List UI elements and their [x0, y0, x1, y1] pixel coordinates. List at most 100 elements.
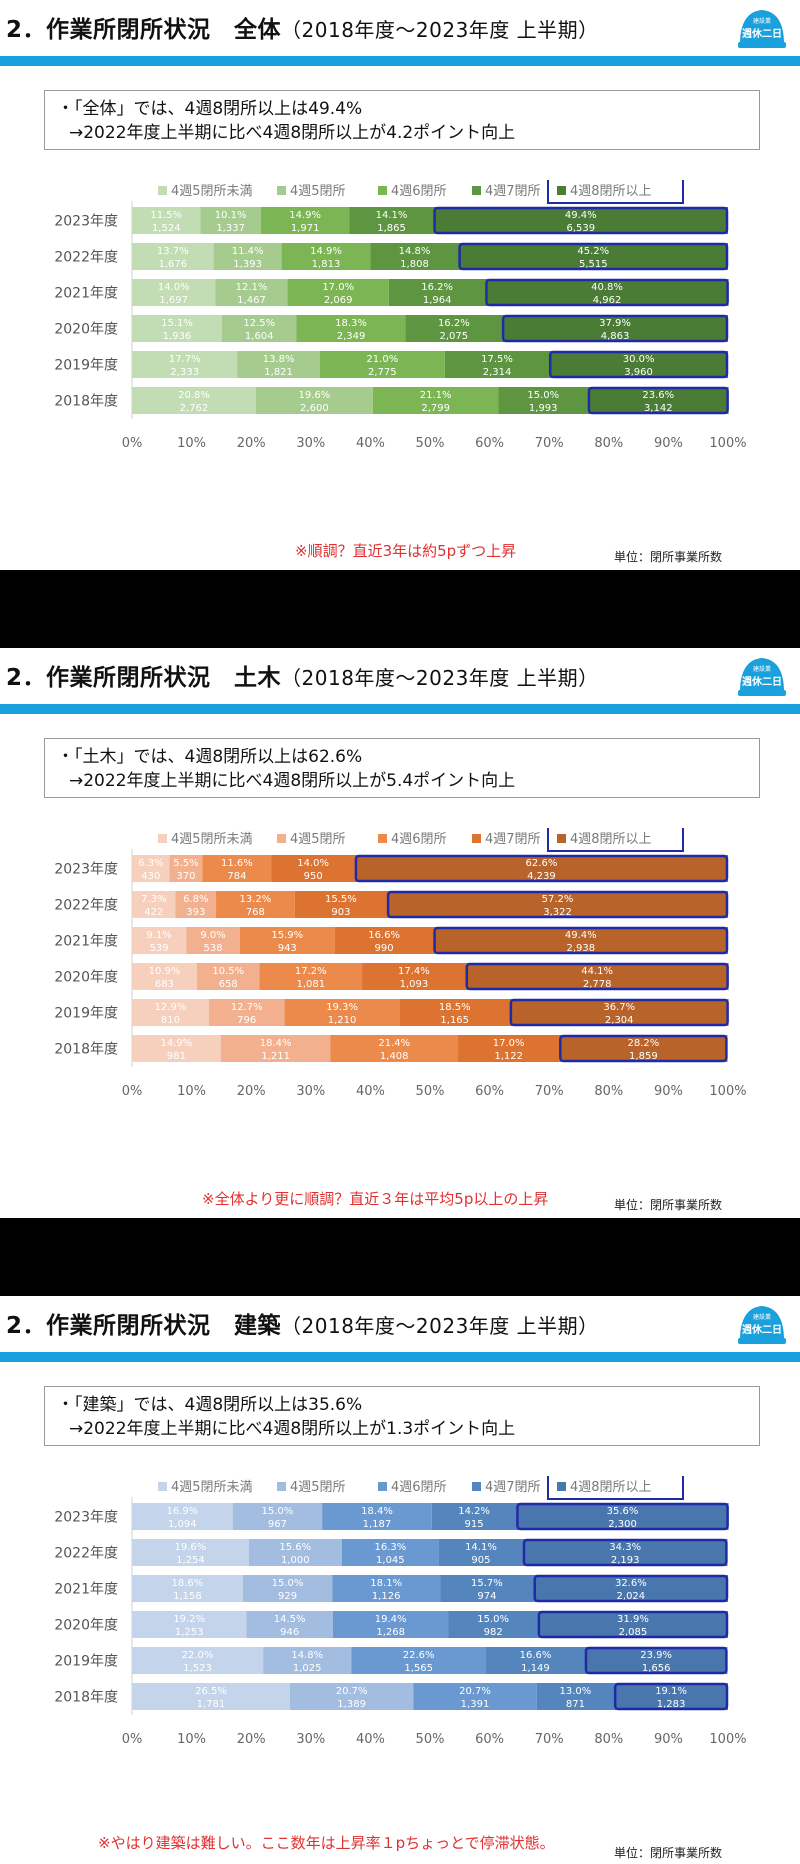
- data-label-count: 1,158: [173, 1591, 202, 1602]
- bar-segment: [287, 279, 389, 306]
- category-label: 2023年度: [54, 1510, 118, 1526]
- bar-segment: [215, 279, 288, 306]
- unit-label: 単位：閉所事業所数: [614, 550, 723, 564]
- data-label-count: 422: [144, 907, 163, 918]
- bar-segment: [431, 1503, 517, 1530]
- x-tick-label: 90%: [654, 436, 683, 451]
- bar-segment: [175, 891, 217, 918]
- page-subtitle: （2018年度～2023年度 上半期）: [281, 666, 599, 690]
- x-tick-label: 70%: [535, 1084, 564, 1099]
- x-tick-label: 100%: [709, 436, 746, 451]
- legend-label: 4週8閉所以上: [570, 832, 652, 847]
- data-label-count: 2,193: [611, 1555, 640, 1566]
- bar-segment: [255, 387, 373, 414]
- category-label: 2018年度: [54, 1690, 118, 1706]
- category-label: 2023年度: [54, 862, 118, 878]
- data-label-count: 1,122: [494, 1051, 523, 1062]
- data-label-percent: 14.8%: [291, 1650, 323, 1661]
- data-label-percent: 19.4%: [375, 1614, 407, 1625]
- bar-segment: [296, 315, 406, 342]
- data-label-count: 1,676: [159, 259, 188, 270]
- data-label-count: 1,821: [264, 367, 293, 378]
- highlight-box: [548, 350, 729, 379]
- data-label-count: 946: [280, 1627, 299, 1638]
- bar-segment: [263, 1647, 352, 1674]
- legend-item: 4週5閉所: [277, 1480, 346, 1495]
- bar-segment: [221, 315, 297, 342]
- data-label-percent: 13.8%: [263, 354, 295, 365]
- data-label-percent: 9.1%: [146, 930, 171, 941]
- bar-segment: [349, 207, 434, 234]
- data-label-count: 1,565: [404, 1663, 433, 1674]
- data-label-count: 2,333: [170, 367, 199, 378]
- bar-segment: [372, 387, 499, 414]
- legend-item: 4週8閉所以上: [557, 184, 652, 199]
- x-tick-label: 10%: [177, 1084, 206, 1099]
- legend-swatch: [557, 834, 566, 843]
- data-label-percent: 6.8%: [183, 894, 208, 905]
- legend-swatch: [378, 1482, 387, 1491]
- data-label-count: 1,813: [312, 259, 341, 270]
- data-label-percent: 17.5%: [481, 354, 513, 365]
- data-label-percent: 17.4%: [398, 966, 430, 977]
- legend-label: 4週6閉所: [391, 1480, 447, 1495]
- category-label: 2022年度: [54, 1546, 118, 1562]
- data-label-percent: 21.4%: [378, 1038, 410, 1049]
- data-label-count: 967: [268, 1519, 287, 1530]
- logo-text-main: 週休二日: [742, 675, 782, 688]
- x-tick-label: 60%: [475, 436, 504, 451]
- data-label-percent: 19.3%: [326, 1002, 358, 1013]
- bar-segment: [522, 1539, 728, 1566]
- data-label-count: 784: [227, 871, 246, 882]
- data-label-count: 2,600: [300, 403, 329, 414]
- bar-segment: [132, 855, 170, 882]
- bar-segment: [186, 927, 240, 954]
- data-label-count: 1,254: [176, 1555, 205, 1566]
- bar-segment: [284, 999, 400, 1026]
- x-tick-label: 40%: [356, 436, 385, 451]
- legend-swatch: [557, 1482, 566, 1491]
- data-label-percent: 16.6%: [368, 930, 400, 941]
- chart-comment: ※順調？直近3年は約5pずつ上昇: [295, 542, 517, 560]
- category-label: 2019年度: [54, 1006, 118, 1022]
- data-label-count: 2,799: [421, 403, 450, 414]
- bar-segment: [208, 999, 285, 1026]
- legend-swatch: [472, 186, 481, 195]
- category-label: 2022年度: [54, 250, 118, 266]
- category-label: 2020年度: [54, 322, 118, 338]
- panel-building: 2．作業所閉所状況 建築（2018年度～2023年度 上半期） 建設業 週休二日…: [0, 1296, 800, 1864]
- legend-item: 4週7閉所: [472, 184, 541, 199]
- highlight-box: [584, 1646, 728, 1675]
- bar-segment: [448, 1611, 538, 1638]
- x-tick-label: 20%: [237, 436, 266, 451]
- bar-segment: [502, 315, 728, 342]
- legend-label: 4週7閉所: [485, 1480, 541, 1495]
- x-tick-label: 80%: [594, 1732, 623, 1747]
- bar-segment: [485, 279, 729, 306]
- data-label-percent: 10.1%: [215, 210, 247, 221]
- data-label-percent: 13.0%: [560, 1686, 592, 1697]
- data-label-percent: 7.3%: [141, 894, 166, 905]
- data-label-percent: 18.1%: [370, 1578, 402, 1589]
- bar-segment: [465, 963, 729, 990]
- legend-swatch: [158, 834, 167, 843]
- bar-segment: [405, 315, 503, 342]
- legend-swatch: [277, 1482, 286, 1491]
- bar-segment: [237, 351, 320, 378]
- legend-swatch: [378, 834, 387, 843]
- legend-highlight-box: [547, 1476, 684, 1500]
- category-label: 2019年度: [54, 358, 118, 374]
- data-label-count: 905: [471, 1555, 490, 1566]
- legend-item: 4週6閉所: [378, 184, 447, 199]
- data-label-percent: 21.0%: [366, 354, 398, 365]
- data-label-count: 538: [204, 943, 223, 954]
- bar-segment: [354, 855, 728, 882]
- bar-segment: [413, 1683, 537, 1710]
- x-tick-label: 50%: [416, 1732, 445, 1747]
- data-label-count: 2,069: [324, 295, 353, 306]
- legend-swatch: [277, 834, 286, 843]
- data-label-percent: 22.6%: [403, 1650, 435, 1661]
- data-label-percent: 12.1%: [236, 282, 268, 293]
- data-label-count: 1,604: [245, 331, 274, 342]
- bar-segment: [132, 351, 238, 378]
